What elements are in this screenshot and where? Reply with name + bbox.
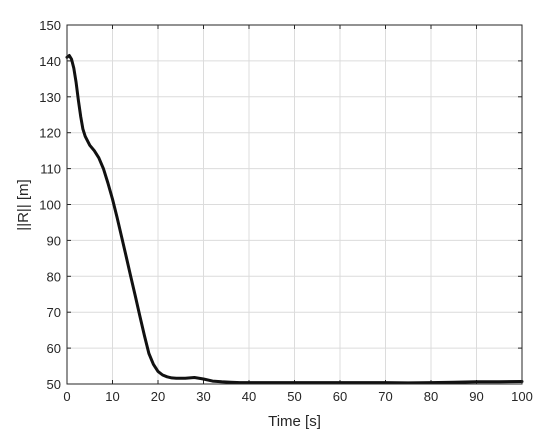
x-tick-label: 0 — [63, 389, 70, 404]
y-tick-label: 50 — [47, 377, 61, 392]
y-tick-label: 70 — [47, 305, 61, 320]
x-tick-labels: 0 10 20 30 40 50 60 70 80 90 100 — [63, 389, 532, 404]
x-tick-label: 50 — [287, 389, 301, 404]
plot-frame — [66, 24, 523, 385]
y-tick-label: 100 — [39, 198, 61, 213]
series-lines — [65, 54, 524, 385]
y-tick-label: 130 — [39, 90, 61, 105]
y-tick-label: 120 — [39, 126, 61, 141]
y-tick-label: 90 — [47, 233, 61, 248]
x-tick-label: 20 — [151, 389, 165, 404]
grid-lines — [67, 25, 522, 384]
x-tick-label: 40 — [242, 389, 256, 404]
x-tick-label: 90 — [469, 389, 483, 404]
series-line-0 — [65, 54, 524, 385]
x-tick-label: 70 — [378, 389, 392, 404]
y-tick-label: 60 — [47, 341, 61, 356]
y-tick-label: 140 — [39, 54, 61, 69]
y-tick-label: 110 — [40, 162, 61, 177]
y-tick-label: 80 — [47, 269, 61, 284]
x-tick-label: 30 — [196, 389, 210, 404]
y-tick-labels: 50 60 70 80 90 100 110 120 130 140 150 — [39, 18, 61, 392]
y-tick-label: 150 — [39, 18, 61, 33]
y-axis-label: ||R|| [m] — [15, 179, 32, 230]
x-axis-label: Time [s] — [268, 413, 321, 430]
x-tick-label: 10 — [105, 389, 119, 404]
x-tick-label: 80 — [424, 389, 438, 404]
x-tick-label: 100 — [511, 389, 533, 404]
x-tick-label: 60 — [333, 389, 347, 404]
